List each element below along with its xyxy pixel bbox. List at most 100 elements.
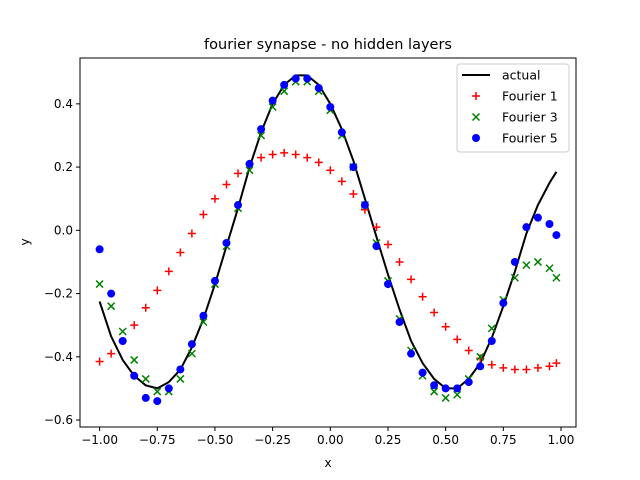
fourier-3-point	[487, 324, 496, 333]
fourier-3-point	[118, 327, 127, 336]
fourier-3-point	[257, 131, 266, 140]
fourier-5-point	[487, 336, 496, 345]
fourier-5-point	[314, 84, 323, 93]
fourier-1-point	[176, 248, 185, 257]
fourier-1-point	[280, 148, 289, 157]
fourier-1-point	[187, 229, 196, 238]
fourier-5-point	[222, 238, 231, 247]
fourier-5-point	[522, 223, 531, 232]
fourier-5-point	[383, 280, 392, 289]
fourier-5-point	[210, 276, 219, 285]
fourier-5-point	[107, 289, 116, 298]
fourier-5-point	[545, 220, 554, 229]
fourier-1-point	[430, 308, 439, 317]
x-tick-label: −1.00	[81, 433, 118, 447]
y-axis-ticks: −0.6 −0.4 −0.2 0.0 0.2 0.4	[44, 97, 80, 427]
fourier-3-point	[545, 264, 554, 273]
fourier-3-point	[430, 387, 439, 396]
fourier-5-point	[407, 349, 416, 358]
fourier-1-point	[383, 240, 392, 249]
fourier-5-point	[372, 242, 381, 251]
fourier-5-point	[418, 368, 427, 377]
x-tick-label: 0.00	[317, 433, 344, 447]
fourier-5-point	[337, 128, 346, 137]
fourier-3-point	[107, 302, 116, 311]
y-tick-label: 0.0	[54, 223, 73, 237]
y-tick-label: 0.2	[54, 160, 73, 174]
fourier-3-point	[187, 349, 196, 358]
fourier-1-point	[372, 223, 381, 232]
series-layer	[95, 74, 561, 406]
y-tick-label: −0.2	[44, 287, 73, 301]
fourier-3-point	[95, 280, 104, 289]
fourier-1-point	[291, 150, 300, 159]
legend-swatch-fourier-1	[472, 92, 480, 100]
fourier-3-point	[533, 257, 542, 266]
fourier-1-point	[95, 357, 104, 366]
fourier-1-point	[107, 349, 116, 358]
legend-label-fourier-3: Fourier 3	[502, 110, 558, 125]
fourier-5-point	[349, 163, 358, 172]
fourier-1-point	[418, 292, 427, 301]
x-axis-ticks: −1.00 −0.75 −0.50 −0.25 0.00 0.25 0.50 0.75 1.00	[81, 427, 574, 447]
fourier-5-point	[476, 362, 485, 371]
fourier-3-point	[552, 273, 561, 282]
fourier-1-point	[441, 322, 450, 331]
y-tick-label: −0.4	[44, 350, 73, 364]
fourier-5-point	[141, 393, 150, 402]
fourier-5-point	[268, 96, 277, 105]
fourier-1-point	[476, 354, 485, 363]
y-axis-label: y	[18, 238, 32, 245]
fourier-3-point	[199, 317, 208, 327]
fourier-5-point	[118, 336, 127, 345]
fourier-1-point	[395, 257, 404, 266]
legend: actual Fourier 1 Fourier 3 Fourier 5	[456, 63, 570, 153]
fourier-3-point	[141, 374, 150, 383]
fourier-3-point	[245, 166, 254, 175]
fourier-1-point	[533, 363, 542, 372]
fourier-1-point	[234, 169, 243, 178]
fourier-1-point	[268, 150, 277, 159]
axes-frame	[79, 57, 577, 428]
fourier-5-point	[199, 311, 208, 320]
fourier-1-point	[407, 275, 416, 284]
fourier-1-point	[153, 286, 162, 295]
fourier-1-point	[257, 153, 266, 162]
fourier-3-point	[522, 261, 531, 270]
fourier-1-point	[522, 365, 531, 374]
x-tick-label: 0.50	[432, 433, 459, 447]
fourier-5-point	[187, 340, 196, 349]
fourier-5-point	[441, 384, 450, 393]
legend-swatch-fourier-3	[471, 112, 481, 122]
fourier-3-point	[130, 355, 139, 364]
fourier-5-point	[453, 384, 462, 393]
fourier-5-point	[464, 378, 473, 387]
x-axis-label: x	[324, 456, 331, 470]
fourier-5-point	[291, 74, 300, 83]
fourier-1-point	[487, 360, 496, 369]
fourier-1-point	[510, 365, 519, 374]
fourier-1-point	[326, 166, 335, 175]
fourier-1-point	[337, 177, 346, 186]
fourier-3-point	[453, 390, 462, 399]
x-tick-label: 1.00	[548, 433, 575, 447]
legend-swatch-fourier-5	[472, 134, 480, 142]
fourier-5-point	[257, 125, 266, 134]
fourier-5-point	[552, 231, 561, 240]
fourier-1-point	[222, 180, 231, 189]
fourier-5-point	[303, 74, 312, 83]
fourier-1-point	[499, 363, 508, 372]
y-tick-label: −0.6	[44, 413, 73, 427]
fourier-1-point	[210, 194, 219, 203]
fourier-1-point	[545, 362, 554, 371]
x-tick-label: 0.25	[375, 433, 402, 447]
fourier-1-point	[199, 210, 208, 219]
fourier-5-point	[533, 213, 542, 222]
fourier-1-point	[349, 189, 358, 198]
fourier-1-point	[464, 346, 473, 355]
legend-frame	[456, 63, 570, 153]
x-tick-label: −0.50	[197, 433, 234, 447]
fourier-5-point	[176, 365, 185, 374]
fourier-1-point	[303, 153, 312, 162]
